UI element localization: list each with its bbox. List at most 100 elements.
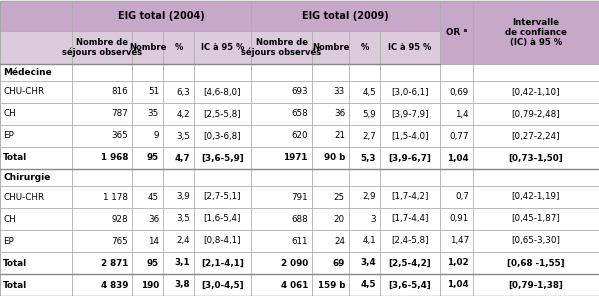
Bar — [349, 103, 380, 125]
Text: Nombre: Nombre — [312, 43, 349, 52]
Text: [0,79-1,38]: [0,79-1,38] — [509, 281, 564, 289]
Text: 3,8: 3,8 — [174, 281, 190, 289]
Bar — [72, 31, 132, 64]
Bar — [194, 274, 251, 296]
Bar — [0, 169, 72, 186]
Bar — [132, 125, 163, 147]
Text: 0,91: 0,91 — [450, 215, 469, 223]
Text: [0,3-6,8]: [0,3-6,8] — [204, 131, 241, 141]
Text: [3,0-4,5]: [3,0-4,5] — [201, 281, 244, 289]
Text: [4,6-8,0]: [4,6-8,0] — [204, 88, 241, 96]
Bar — [132, 31, 163, 64]
Bar — [251, 81, 312, 103]
Text: 33: 33 — [334, 88, 345, 96]
Bar — [0, 147, 72, 169]
Bar — [251, 274, 312, 296]
Bar — [194, 31, 251, 64]
Bar — [440, 169, 473, 186]
Bar — [0, 31, 72, 64]
Bar — [440, 186, 473, 208]
Text: 0,77: 0,77 — [449, 131, 469, 141]
Text: Nombre de
séjours observés: Nombre de séjours observés — [241, 38, 322, 57]
Bar — [251, 208, 312, 230]
Bar — [440, 208, 473, 230]
Bar — [473, 103, 599, 125]
Bar — [349, 169, 380, 186]
Text: 1971: 1971 — [283, 154, 308, 163]
Bar — [473, 147, 599, 169]
Bar — [132, 81, 163, 103]
Text: 69: 69 — [333, 258, 345, 268]
Text: Nombre de
séjours observés: Nombre de séjours observés — [62, 38, 142, 57]
Bar — [163, 186, 194, 208]
Bar — [380, 147, 440, 169]
Bar — [194, 252, 251, 274]
Bar — [72, 169, 132, 186]
Bar — [72, 125, 132, 147]
Bar — [163, 169, 194, 186]
Text: [3,6-5,9]: [3,6-5,9] — [201, 154, 244, 163]
Bar — [163, 31, 194, 64]
Text: 928: 928 — [111, 215, 128, 223]
Bar — [349, 186, 380, 208]
Text: 1,04: 1,04 — [447, 281, 469, 289]
Bar — [163, 103, 194, 125]
Text: 3,5: 3,5 — [176, 131, 190, 141]
Text: 4,5: 4,5 — [362, 88, 376, 96]
Text: 9: 9 — [153, 131, 159, 141]
Text: CH: CH — [3, 215, 16, 223]
Bar — [251, 186, 312, 208]
Text: 4,1: 4,1 — [362, 237, 376, 245]
Text: [0,68 -1,55]: [0,68 -1,55] — [507, 258, 565, 268]
Bar — [473, 1, 599, 64]
Text: 36: 36 — [148, 215, 159, 223]
Text: 816: 816 — [111, 88, 128, 96]
Bar — [440, 147, 473, 169]
Bar — [380, 208, 440, 230]
Text: 35: 35 — [148, 110, 159, 118]
Text: 159 b: 159 b — [317, 281, 345, 289]
Text: [1,5-4,0]: [1,5-4,0] — [391, 131, 429, 141]
Bar — [0, 252, 72, 274]
Bar — [312, 31, 349, 64]
Text: [0,42-1,10]: [0,42-1,10] — [512, 88, 560, 96]
Bar — [380, 230, 440, 252]
Text: 3: 3 — [370, 215, 376, 223]
Bar — [132, 274, 163, 296]
Bar — [251, 103, 312, 125]
Bar — [473, 64, 599, 81]
Bar — [349, 252, 380, 274]
Text: [3,0-6,1]: [3,0-6,1] — [391, 88, 429, 96]
Text: [0,8-4,1]: [0,8-4,1] — [204, 237, 241, 245]
Text: 1 178: 1 178 — [103, 192, 128, 202]
Text: 791: 791 — [291, 192, 308, 202]
Text: 5,3: 5,3 — [361, 154, 376, 163]
Text: 3,1: 3,1 — [174, 258, 190, 268]
Bar — [440, 125, 473, 147]
Bar — [72, 64, 132, 81]
Bar — [132, 208, 163, 230]
Text: [3,9-7,9]: [3,9-7,9] — [391, 110, 429, 118]
Text: 2 871: 2 871 — [101, 258, 128, 268]
Text: 4 061: 4 061 — [280, 281, 308, 289]
Bar — [0, 274, 72, 296]
Bar — [251, 169, 312, 186]
Bar — [163, 81, 194, 103]
Bar — [380, 31, 440, 64]
Text: 51: 51 — [148, 88, 159, 96]
Bar — [380, 169, 440, 186]
Text: 190: 190 — [141, 281, 159, 289]
Bar — [163, 274, 194, 296]
Bar — [0, 125, 72, 147]
Text: 1 968: 1 968 — [101, 154, 128, 163]
Bar — [349, 208, 380, 230]
Text: 1,47: 1,47 — [450, 237, 469, 245]
Bar — [0, 230, 72, 252]
Bar — [349, 64, 380, 81]
Text: Total: Total — [3, 281, 27, 289]
Text: [2,1-4,1]: [2,1-4,1] — [201, 258, 244, 268]
Bar — [312, 81, 349, 103]
Text: 4,2: 4,2 — [176, 110, 190, 118]
Text: 3,9: 3,9 — [176, 192, 190, 202]
Bar — [380, 252, 440, 274]
